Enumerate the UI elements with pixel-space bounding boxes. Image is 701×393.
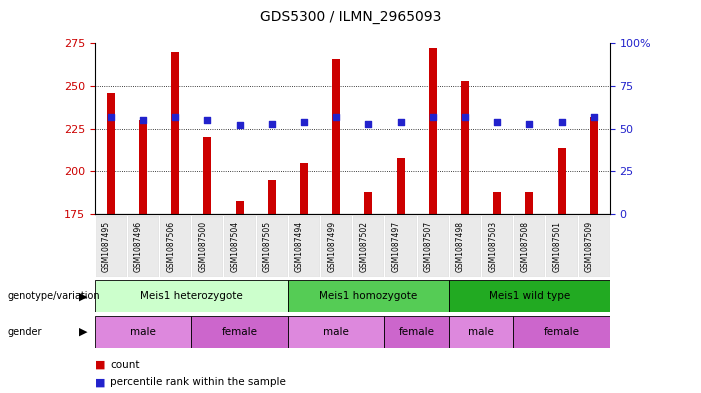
Bar — [236, 200, 243, 214]
Bar — [557, 147, 566, 214]
Bar — [268, 180, 275, 214]
Bar — [449, 316, 513, 348]
Bar — [545, 216, 578, 277]
Text: GSM1087502: GSM1087502 — [360, 221, 368, 272]
Text: GSM1087496: GSM1087496 — [134, 221, 143, 272]
Bar — [191, 216, 224, 277]
Bar — [429, 48, 437, 214]
Text: male: male — [323, 327, 349, 337]
Point — [524, 120, 535, 127]
Text: GSM1087506: GSM1087506 — [166, 221, 175, 272]
Point — [491, 119, 503, 125]
Bar — [171, 52, 179, 214]
Bar — [461, 81, 469, 214]
Bar — [256, 216, 288, 277]
Bar — [449, 216, 481, 277]
Bar — [525, 192, 533, 214]
Text: count: count — [110, 360, 139, 370]
Point — [137, 117, 149, 123]
Text: ■: ■ — [95, 377, 105, 387]
Text: GSM1087509: GSM1087509 — [585, 221, 594, 272]
Text: GSM1087495: GSM1087495 — [102, 221, 111, 272]
Text: GSM1087497: GSM1087497 — [392, 221, 400, 272]
Bar — [139, 120, 147, 214]
Text: GSM1087501: GSM1087501 — [552, 221, 562, 272]
Point — [331, 114, 342, 120]
Text: GDS5300 / ILMN_2965093: GDS5300 / ILMN_2965093 — [260, 10, 441, 24]
Text: GSM1087499: GSM1087499 — [327, 221, 336, 272]
Point — [556, 119, 567, 125]
Point — [234, 122, 245, 129]
Bar — [384, 316, 449, 348]
Bar — [300, 163, 308, 214]
Bar — [288, 216, 320, 277]
Bar — [353, 216, 384, 277]
Text: GSM1087508: GSM1087508 — [520, 221, 529, 272]
Bar — [288, 316, 384, 348]
Bar — [397, 158, 404, 214]
Text: GSM1087504: GSM1087504 — [231, 221, 240, 272]
Bar — [513, 216, 545, 277]
Point — [427, 114, 438, 120]
Text: genotype/variation: genotype/variation — [7, 291, 100, 301]
Bar — [578, 216, 610, 277]
Point — [266, 120, 278, 127]
Point — [459, 114, 470, 120]
Bar — [224, 216, 256, 277]
Text: female: female — [543, 327, 580, 337]
Point — [395, 119, 406, 125]
Bar — [481, 216, 513, 277]
Bar — [107, 93, 115, 214]
Bar — [288, 280, 449, 312]
Text: GSM1087503: GSM1087503 — [488, 221, 497, 272]
Text: male: male — [130, 327, 156, 337]
Text: Meis1 homozygote: Meis1 homozygote — [319, 291, 418, 301]
Text: GSM1087505: GSM1087505 — [263, 221, 272, 272]
Text: GSM1087507: GSM1087507 — [424, 221, 433, 272]
Bar — [384, 216, 416, 277]
Bar — [95, 280, 288, 312]
Text: gender: gender — [7, 327, 41, 337]
Bar — [513, 316, 610, 348]
Text: ▶: ▶ — [79, 291, 88, 301]
Point — [299, 119, 310, 125]
Text: GSM1087500: GSM1087500 — [198, 221, 207, 272]
Bar — [159, 216, 191, 277]
Bar — [191, 316, 288, 348]
Text: female: female — [399, 327, 435, 337]
Bar — [449, 280, 610, 312]
Bar — [365, 192, 372, 214]
Text: male: male — [468, 327, 494, 337]
Point — [362, 120, 374, 127]
Bar — [320, 216, 353, 277]
Bar — [203, 137, 212, 214]
Bar — [127, 216, 159, 277]
Point — [588, 114, 599, 120]
Text: Meis1 wild type: Meis1 wild type — [489, 291, 570, 301]
Text: GSM1087494: GSM1087494 — [295, 221, 304, 272]
Bar — [95, 316, 191, 348]
Text: ▶: ▶ — [79, 327, 88, 337]
Text: Meis1 heterozygote: Meis1 heterozygote — [140, 291, 243, 301]
Point — [170, 114, 181, 120]
Point — [202, 117, 213, 123]
Bar — [95, 216, 127, 277]
Bar — [590, 117, 598, 214]
Text: ■: ■ — [95, 360, 105, 370]
Bar — [493, 192, 501, 214]
Text: female: female — [222, 327, 257, 337]
Text: GSM1087498: GSM1087498 — [456, 221, 465, 272]
Bar — [332, 59, 340, 214]
Text: percentile rank within the sample: percentile rank within the sample — [110, 377, 286, 387]
Bar — [416, 216, 449, 277]
Point — [105, 114, 116, 120]
